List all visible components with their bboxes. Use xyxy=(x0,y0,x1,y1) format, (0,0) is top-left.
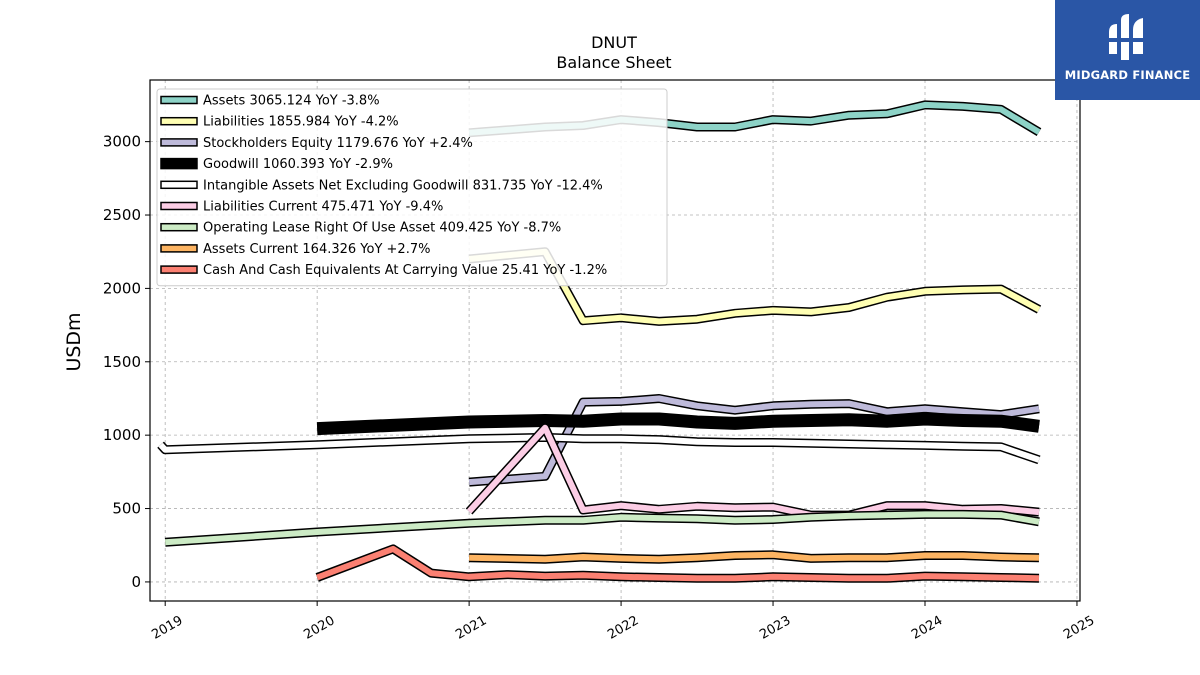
legend-item: Cash And Cash Equivalents At Carrying Va… xyxy=(160,263,607,278)
x-tick-label: 2022 xyxy=(605,613,641,643)
series-line xyxy=(315,544,1040,583)
series-line-stroke xyxy=(468,248,1041,325)
midgard-logo-icon xyxy=(1106,14,1148,60)
legend-item: Operating Lease Right Of Use Asset 409.4… xyxy=(160,221,561,236)
series-line-stroke xyxy=(466,424,1040,519)
legend-label: Liabilities Current 475.471 YoY -9.4% xyxy=(203,200,443,215)
series-group xyxy=(157,100,1042,583)
logo-brand-text: MIDGARD FINANCE xyxy=(1064,68,1191,82)
series-line-stroke xyxy=(316,545,1040,582)
legend-item: Liabilities Current 475.471 YoY -9.4% xyxy=(160,200,443,215)
legend-swatch xyxy=(160,244,198,253)
legend-item: Goodwill 1060.393 YoY -2.9% xyxy=(160,157,393,172)
legend-swatch xyxy=(160,201,198,211)
y-tick-label: 3000 xyxy=(103,133,141,151)
legend-item: Intangible Assets Net Excluding Goodwill… xyxy=(160,178,603,193)
legend-label: Cash And Cash Equivalents At Carrying Va… xyxy=(203,263,607,278)
legend-swatch xyxy=(160,180,198,190)
series-line-stroke xyxy=(164,511,1040,546)
series-line xyxy=(164,509,1040,547)
series-line xyxy=(468,394,1040,487)
y-tick-label: 2000 xyxy=(103,279,141,297)
x-tick-label: 2020 xyxy=(301,613,337,643)
series-line-stroke xyxy=(158,434,1040,463)
midgard-finance-logo: MIDGARD FINANCE xyxy=(1055,0,1200,100)
y-tick-label: 1500 xyxy=(103,353,141,371)
x-tick-label: 2023 xyxy=(757,613,793,643)
legend-swatch xyxy=(160,265,198,274)
legend-item: Stockholders Equity 1179.676 YoY +2.4% xyxy=(160,136,473,151)
legend-swatch xyxy=(160,95,198,105)
y-axis-label: USDm xyxy=(63,312,85,371)
series-line-stroke xyxy=(316,414,1040,434)
series-line xyxy=(468,247,1042,326)
series-line xyxy=(316,412,1040,436)
legend-item: Assets Current 164.326 YoY +2.7% xyxy=(160,242,430,257)
legend-swatch xyxy=(160,222,198,232)
series-line-stroke xyxy=(469,551,1040,563)
series-line xyxy=(157,432,1041,465)
legend-label: Intangible Assets Net Excluding Goodwill… xyxy=(203,178,603,193)
x-tick-label: 2025 xyxy=(1061,613,1097,643)
legend: Assets 3065.124 YoY -3.8% Liabilities 185… xyxy=(156,88,668,287)
legend-item: Assets 3065.124 YoY -3.8% xyxy=(160,94,380,109)
legend-label: Goodwill 1060.393 YoY -2.9% xyxy=(203,157,393,172)
y-tick-label: 500 xyxy=(112,500,141,518)
y-tick-label: 0 xyxy=(131,573,141,591)
plot-frame xyxy=(149,79,1081,602)
chart-subtitle: Balance Sheet xyxy=(556,53,671,72)
x-tick-label: 2021 xyxy=(453,613,489,643)
series-line-stroke xyxy=(468,395,1040,486)
y-tick-label: 2500 xyxy=(103,206,141,224)
legend-swatch xyxy=(160,138,198,147)
x-tick-label: 2024 xyxy=(909,613,945,643)
series-line xyxy=(469,550,1040,564)
legend-swatch xyxy=(160,116,198,126)
x-tick-label: 2019 xyxy=(149,613,185,643)
legend-item: Liabilities 1855.984 YoY -4.2% xyxy=(160,115,399,130)
legend-label: Stockholders Equity 1179.676 YoY +2.4% xyxy=(203,136,473,151)
legend-label: Assets 3065.124 YoY -3.8% xyxy=(203,94,380,109)
chart-title: DNUT xyxy=(591,33,637,52)
y-tick-label: 1000 xyxy=(103,426,141,444)
legend-swatch xyxy=(160,157,198,170)
series-line xyxy=(465,423,1040,520)
legend-label: Operating Lease Right Of Use Asset 409.4… xyxy=(203,221,561,236)
legend-box xyxy=(156,88,668,287)
legend-label: Liabilities 1855.984 YoY -4.2% xyxy=(203,115,399,130)
legend-label: Assets Current 164.326 YoY +2.7% xyxy=(203,242,430,257)
